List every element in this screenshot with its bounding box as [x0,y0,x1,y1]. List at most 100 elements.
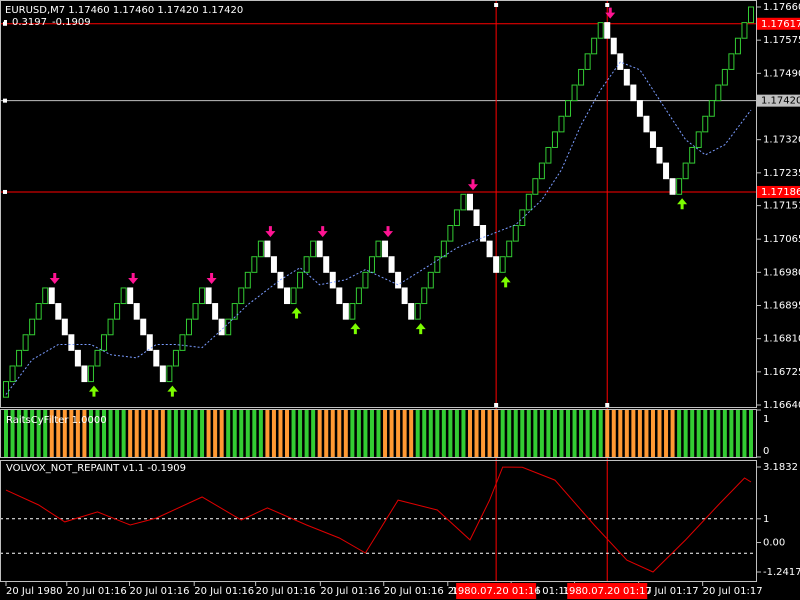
filter-bar [56,410,61,457]
down-brick [493,256,500,273]
filter-bar [657,410,662,457]
up-brick [421,287,428,305]
filter-bar [441,410,446,457]
down-brick [153,349,160,367]
up-brick [9,365,16,383]
filter-bar [494,410,499,457]
filter-bar [709,410,714,457]
down-brick [669,178,676,195]
filter-bar [324,410,329,457]
down-brick [48,287,55,305]
y-tick-label: 0 [763,446,769,457]
up-brick [571,84,578,102]
filter-bar [343,410,348,457]
filter-bar [258,410,263,457]
buy-arrow [88,385,99,397]
filter-bar [474,410,479,457]
filter-bar [219,410,224,457]
up-brick [375,240,382,258]
filter-bar [180,410,185,457]
filter-bar [265,410,270,457]
filter-bar [396,410,401,457]
y-tick-label: 3.1832 [763,462,798,473]
up-brick [597,22,604,39]
down-brick [663,162,670,180]
filter-bar [389,410,394,457]
filter-bar [644,410,649,457]
up-brick [101,334,108,351]
filter-bar [337,410,342,457]
filter-bar [415,410,420,457]
line-end-marker [605,3,610,7]
line-end-marker [3,21,7,26]
up-brick [427,271,434,289]
filter-bar [285,410,290,457]
up-brick [689,146,696,164]
filter-bar [75,410,80,457]
filter-bar [454,410,459,457]
filter-bar [696,410,701,457]
filter-bar [317,410,322,457]
line-end-marker [605,403,610,407]
up-brick [349,303,356,320]
down-brick [466,193,473,211]
filter-bar [102,410,107,457]
down-brick [643,115,650,133]
filter-bar [239,410,244,457]
price-label-box [757,94,800,107]
up-brick [244,271,251,289]
y-tick-label: 1.16810 [763,334,800,345]
filter-bar [167,410,172,457]
filter-bar [17,410,22,457]
filter-bar [62,410,67,457]
filter-bar [637,410,642,457]
filter-bar [650,410,655,457]
price-label: 1.17186 [761,187,800,198]
filter-bar [30,410,35,457]
line-end-marker [494,403,499,407]
filter-bar [559,410,564,457]
up-brick [702,115,709,133]
filter-bar [95,410,100,457]
filter-bar [43,410,48,457]
up-brick [172,349,179,367]
filter-bar [311,410,316,457]
filter-bar [88,410,93,457]
down-brick [486,240,493,258]
filter-bar [592,410,597,457]
up-brick [682,162,689,180]
down-brick [336,287,343,305]
up-brick [42,287,49,305]
up-brick [499,256,506,273]
sell-arrow [317,226,328,238]
filter-bar [232,410,237,457]
filter-bar [141,410,146,457]
up-brick [708,100,715,117]
filter-bar [4,410,8,457]
up-brick [185,318,192,336]
down-brick [159,365,166,383]
filter-bar [664,410,669,457]
time-label: 1980.07.20 01:17 [563,586,652,597]
down-brick [388,256,395,273]
up-brick [35,303,42,320]
filter-bar [350,410,355,457]
x-tick-label: 20 Jul 01:16 [256,586,316,597]
up-brick [231,303,238,320]
sell-arrow [49,272,60,284]
filter-bar [304,410,309,457]
x-tick-label: 20 Jul 01:16 [511,586,571,597]
up-brick [545,146,552,164]
filter-bar [500,410,505,457]
up-brick [519,209,526,227]
down-brick [127,287,134,305]
filter-bar [716,410,721,457]
down-brick [140,318,147,336]
down-brick [610,37,617,55]
up-brick [362,271,369,289]
up-brick [565,100,572,117]
y-tick-label: 1.16725 [763,367,800,378]
marker [4,20,7,23]
down-brick [146,334,153,351]
